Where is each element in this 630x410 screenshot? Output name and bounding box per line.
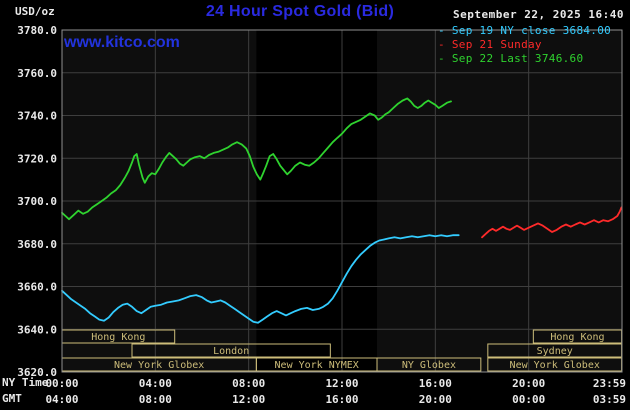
y-axis-tick-label: 3720.0 (17, 152, 57, 165)
y-axis-tick-label: 3700.0 (17, 195, 57, 208)
session-label: Hong Kong (91, 332, 145, 343)
y-axis-tick-label: 3780.0 (17, 24, 57, 37)
session-box (131, 343, 331, 358)
x-axis-tick-ny: 12:00 (325, 377, 358, 390)
x-axis-tick-gmt: 03:59 (593, 393, 626, 406)
legend-label: Sep 22 Last 3746.60 (451, 52, 584, 65)
chart-datetime: September 22, 2025 16:40 (453, 8, 624, 21)
legend-label: Sep 19 NY close 3684.00 (451, 24, 612, 37)
price-line-sep21 (481, 206, 623, 239)
legend-item-sep19: - Sep 19 NY close 3684.00 (438, 24, 611, 38)
x-axis-tick-ny: 00:00 (45, 377, 78, 390)
y-axis-tick-label: 3640.0 (17, 323, 57, 336)
x-axis-gmt-label: GMT (2, 392, 22, 405)
chart-title: 24 Hour Spot Gold (Bid) (205, 3, 395, 20)
session-label: Hong Kong (550, 332, 604, 343)
plot-border (61, 29, 623, 373)
x-axis-tick-ny: 04:00 (139, 377, 172, 390)
x-axis-ny-time-label: NY Time (2, 376, 49, 389)
y-axis-tick-label: 3660.0 (17, 281, 57, 294)
legend-label: Sep 21 Sunday (451, 38, 542, 51)
x-axis-tick-ny: 20:00 (512, 377, 545, 390)
x-axis-tick-gmt: 20:00 (419, 393, 452, 406)
session-label: New York NYMEX (275, 360, 359, 371)
x-axis-tick-ny: 16:00 (419, 377, 452, 390)
y-axis-tick-label: 3740.0 (17, 110, 57, 123)
session-label: NY Globex (402, 360, 456, 371)
legend-dash-icon: - (438, 24, 452, 37)
x-axis-tick-gmt: 16:00 (325, 393, 358, 406)
session-label: New York Globex (510, 360, 600, 371)
session-box (376, 357, 482, 372)
x-axis-tick-gmt: 04:00 (45, 393, 78, 406)
x-axis-tick-gmt: 08:00 (139, 393, 172, 406)
x-axis-tick-ny: 23:59 (593, 377, 626, 390)
session-label: New York Globex (114, 360, 204, 371)
legend-dash-icon: - (438, 38, 452, 51)
y-axis-unit-label: USD/oz (15, 5, 55, 18)
price-line-sep19 (61, 234, 460, 324)
kitco-watermark: www.kitco.com (64, 34, 180, 51)
x-axis-tick-ny: 08:00 (232, 377, 265, 390)
price-line-sep22 (61, 97, 452, 221)
legend: - Sep 19 NY close 3684.00- Sep 21 Sunday… (438, 24, 611, 66)
legend-dash-icon: - (438, 52, 452, 65)
legend-item-sep22: - Sep 22 Last 3746.60 (438, 52, 611, 66)
legend-item-sep21: - Sep 21 Sunday (438, 38, 611, 52)
y-axis-tick-label: 3760.0 (17, 67, 57, 80)
session-label: Sydney (537, 346, 573, 357)
y-axis-tick-label: 3680.0 (17, 238, 57, 251)
session-label: London (213, 346, 249, 357)
x-axis-tick-gmt: 12:00 (232, 393, 265, 406)
x-axis-tick-gmt: 00:00 (512, 393, 545, 406)
y-axis-tick-label: 3620.0 (17, 366, 57, 379)
